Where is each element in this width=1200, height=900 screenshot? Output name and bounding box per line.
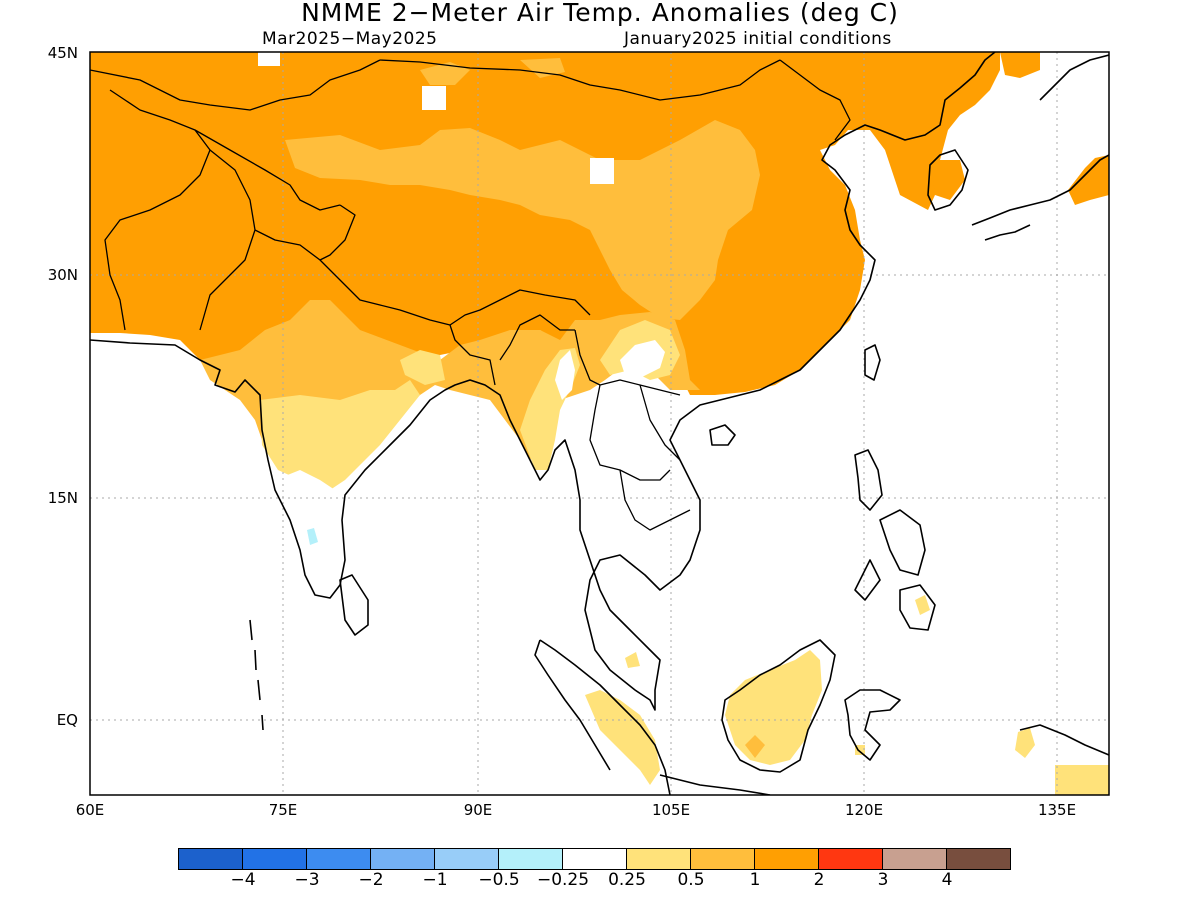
color-bar-label: −4 xyxy=(230,870,256,890)
anomaly-shading xyxy=(90,52,1109,795)
color-bar-label: 0.5 xyxy=(677,870,705,890)
color-bar-label: −3 xyxy=(294,870,320,890)
country-borders xyxy=(90,59,851,531)
coastlines xyxy=(90,52,1109,795)
color-bar-swatch xyxy=(563,849,627,869)
color-bar xyxy=(178,848,1011,870)
color-bar-swatch xyxy=(755,849,819,869)
lon-label-60e: 60E xyxy=(75,801,105,819)
lat-label-45n: 45N xyxy=(47,44,78,62)
color-bar-label: 3 xyxy=(877,870,889,890)
color-bar-swatch xyxy=(627,849,691,869)
lon-label-75e: 75E xyxy=(268,801,298,819)
color-bar-label: 0.25 xyxy=(608,870,646,890)
lon-label-90e: 90E xyxy=(463,801,493,819)
lat-label-eq: EQ xyxy=(56,711,78,729)
color-bar-swatch xyxy=(435,849,499,869)
anomaly-region-0-5-to-1 xyxy=(285,120,760,320)
lon-label-120e: 120E xyxy=(844,801,884,819)
lon-label-105e: 105E xyxy=(651,801,691,819)
color-bar-swatch xyxy=(179,849,243,869)
color-bar-label: 1 xyxy=(749,870,761,890)
color-bar-swatch xyxy=(819,849,883,869)
map-frame xyxy=(89,51,1110,796)
lat-label-30n: 30N xyxy=(47,266,78,284)
color-bar-label: −2 xyxy=(358,870,384,890)
color-bar-label: −0.25 xyxy=(536,870,590,890)
color-bar-swatch xyxy=(883,849,947,869)
grid-lines xyxy=(90,52,1109,795)
lon-label-135e: 135E xyxy=(1037,801,1077,819)
initial-conditions: January2025 initial conditions xyxy=(624,29,892,49)
forecast-period: Mar2025−May2025 xyxy=(262,29,438,49)
color-bar-swatch xyxy=(691,849,755,869)
lat-label-15n: 15N xyxy=(47,489,78,507)
color-bar-swatch xyxy=(371,849,435,869)
color-bar-swatch xyxy=(243,849,307,869)
color-bar-label: 4 xyxy=(941,870,953,890)
map-title: NMME 2−Meter Air Temp. Anomalies (deg C) xyxy=(301,0,899,27)
color-bar-label: 2 xyxy=(813,870,825,890)
color-bar-swatch xyxy=(307,849,371,869)
color-bar-swatch xyxy=(499,849,563,869)
color-bar-label: −0.5 xyxy=(478,870,520,890)
color-bar-label: −1 xyxy=(422,870,448,890)
color-bar-swatch xyxy=(947,849,1010,869)
